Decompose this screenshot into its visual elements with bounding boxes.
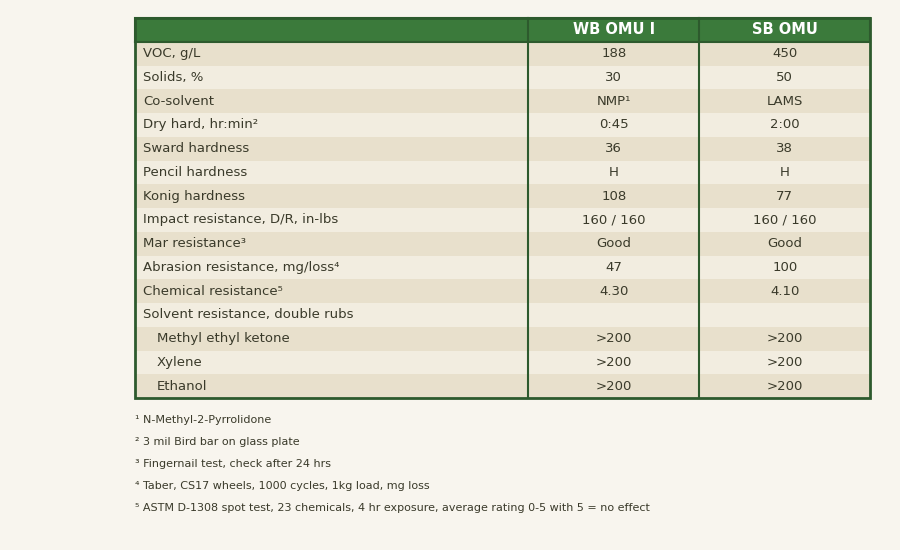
Bar	[135, 279, 870, 303]
Text: NMP¹: NMP¹	[597, 95, 631, 108]
Bar	[135, 42, 870, 65]
Text: 450: 450	[772, 47, 797, 60]
Text: 100: 100	[772, 261, 797, 274]
Bar	[135, 327, 870, 350]
Text: 4.30: 4.30	[599, 285, 628, 298]
Text: >200: >200	[767, 332, 803, 345]
Text: ⁴ Taber, CS17 wheels, 1000 cycles, 1kg load, mg loss: ⁴ Taber, CS17 wheels, 1000 cycles, 1kg l…	[135, 481, 429, 491]
Text: 77: 77	[776, 190, 793, 202]
Text: 160 / 160: 160 / 160	[753, 213, 816, 227]
Text: Impact resistance, D/R, in-lbs: Impact resistance, D/R, in-lbs	[143, 213, 338, 227]
Bar	[135, 137, 870, 161]
Text: SB OMU: SB OMU	[752, 23, 818, 37]
Text: >200: >200	[767, 379, 803, 393]
Text: Good: Good	[597, 237, 632, 250]
Text: Chemical resistance⁵: Chemical resistance⁵	[143, 285, 283, 298]
Text: Pencil hardness: Pencil hardness	[143, 166, 248, 179]
Text: Dry hard, hr:min²: Dry hard, hr:min²	[143, 118, 258, 131]
Bar	[135, 232, 870, 256]
Bar	[135, 113, 870, 137]
Bar	[135, 161, 870, 184]
Text: >200: >200	[596, 379, 632, 393]
Bar	[135, 303, 870, 327]
Text: 0:45: 0:45	[599, 118, 629, 131]
Text: Konig hardness: Konig hardness	[143, 190, 245, 202]
Text: 50: 50	[777, 71, 793, 84]
Text: Co-solvent: Co-solvent	[143, 95, 214, 108]
Text: 188: 188	[601, 47, 626, 60]
Bar	[135, 350, 870, 374]
Text: H: H	[609, 166, 619, 179]
Bar	[135, 256, 870, 279]
Bar	[135, 18, 870, 398]
Text: 4.10: 4.10	[770, 285, 799, 298]
Text: Abrasion resistance, mg/loss⁴: Abrasion resistance, mg/loss⁴	[143, 261, 339, 274]
Text: 47: 47	[606, 261, 622, 274]
Text: ² 3 mil Bird bar on glass plate: ² 3 mil Bird bar on glass plate	[135, 437, 300, 447]
Text: Solids, %: Solids, %	[143, 71, 203, 84]
Text: 2:00: 2:00	[770, 118, 799, 131]
Text: Solvent resistance, double rubs: Solvent resistance, double rubs	[143, 309, 354, 321]
Bar	[135, 89, 870, 113]
Text: >200: >200	[596, 356, 632, 369]
Text: Good: Good	[767, 237, 802, 250]
Text: Xylene: Xylene	[157, 356, 202, 369]
Text: 108: 108	[601, 190, 626, 202]
Text: Methyl ethyl ketone: Methyl ethyl ketone	[157, 332, 290, 345]
Text: 36: 36	[606, 142, 622, 155]
Bar	[135, 184, 870, 208]
Bar	[135, 208, 870, 232]
Text: 38: 38	[777, 142, 793, 155]
Text: ⁵ ASTM D-1308 spot test, 23 chemicals, 4 hr exposure, average rating 0-5 with 5 : ⁵ ASTM D-1308 spot test, 23 chemicals, 4…	[135, 503, 650, 513]
Text: Sward hardness: Sward hardness	[143, 142, 249, 155]
Text: Ethanol: Ethanol	[157, 379, 208, 393]
Text: ³ Fingernail test, check after 24 hrs: ³ Fingernail test, check after 24 hrs	[135, 459, 331, 469]
Text: 30: 30	[606, 71, 622, 84]
Text: LAMS: LAMS	[767, 95, 803, 108]
Text: WB OMU I: WB OMU I	[572, 23, 655, 37]
Bar	[135, 65, 870, 89]
Text: 160 / 160: 160 / 160	[582, 213, 645, 227]
Bar	[135, 18, 870, 42]
Text: >200: >200	[596, 332, 632, 345]
Text: Mar resistance³: Mar resistance³	[143, 237, 246, 250]
Text: VOC, g/L: VOC, g/L	[143, 47, 200, 60]
Text: >200: >200	[767, 356, 803, 369]
Text: H: H	[779, 166, 789, 179]
Text: ¹ N-Methyl-2-Pyrrolidone: ¹ N-Methyl-2-Pyrrolidone	[135, 415, 271, 425]
Bar	[135, 374, 870, 398]
